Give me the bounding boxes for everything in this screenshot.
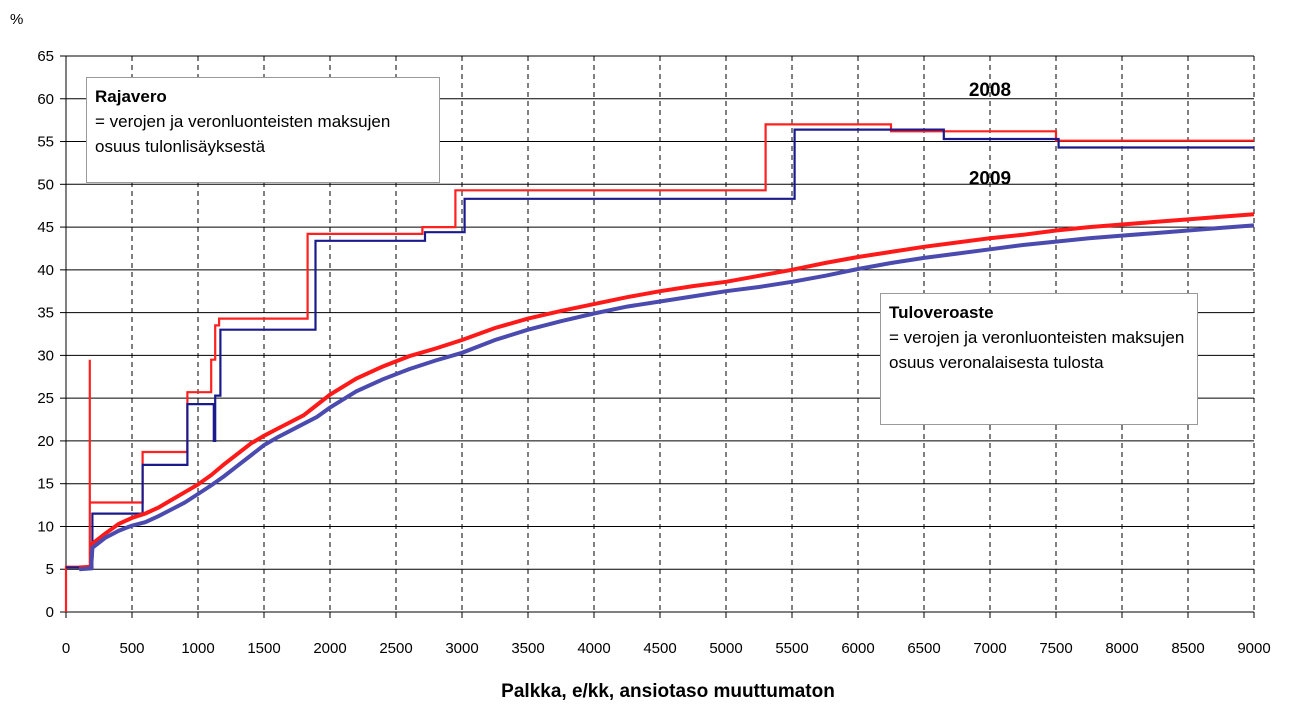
series-line-tuloveroaste-2008 [79, 212, 1255, 570]
x-tick-label: 2000 [313, 640, 346, 657]
x-tick-label: 1500 [247, 640, 280, 657]
y-tick-label: 60 [37, 91, 54, 108]
x-tick-label: 6500 [907, 640, 940, 657]
x-tick-label: 500 [119, 640, 144, 657]
x-tick-label: 3000 [445, 640, 478, 657]
x-tick-label: 7500 [1039, 640, 1072, 657]
rajavero-note: Rajavero = verojen ja veronluonteisten m… [86, 77, 440, 183]
y-tick-label: 35 [37, 305, 54, 322]
y-tick-label: 30 [37, 347, 54, 364]
y-tick-label: 40 [37, 262, 54, 279]
series-line-rajavero-2009 [66, 128, 1254, 569]
x-tick-label: 4500 [643, 640, 676, 657]
x-tick-label: 6000 [841, 640, 874, 657]
year-annotation-2009: 2009 [969, 168, 1011, 189]
y-tick-label: 20 [37, 433, 54, 450]
tuloveroaste-note-body: = verojen ja veronluonteisten maksujen o… [889, 328, 1185, 372]
y-tick-label: 65 [37, 48, 54, 65]
series-line-tuloveroaste-2009 [79, 223, 1255, 572]
series-layer [64, 123, 1255, 612]
tuloveroaste-note: Tuloveroaste = verojen ja veronluonteist… [880, 293, 1198, 425]
x-tick-label: 8000 [1105, 640, 1138, 657]
x-tick-label: 3500 [511, 640, 544, 657]
y-tick-label: 50 [37, 176, 54, 193]
y-tick-label: 10 [37, 518, 54, 535]
x-tick-label: 0 [62, 640, 70, 657]
y-axis-unit-label: % [10, 11, 23, 28]
x-tick-label: 2500 [379, 640, 412, 657]
annotation-layer: 2008 2009 [969, 80, 1011, 189]
rajavero-note-title: Rajavero [95, 87, 167, 106]
x-tick-label: 9000 [1237, 640, 1270, 657]
tuloveroaste-note-title: Tuloveroaste [889, 303, 994, 322]
y-tick-label: 55 [37, 134, 54, 151]
y-tick-label: 45 [37, 219, 54, 236]
y-tick-label: 5 [46, 561, 54, 578]
x-tick-label: 5000 [709, 640, 742, 657]
rajavero-note-body: = verojen ja veronluonteisten maksujen o… [95, 112, 391, 156]
x-axis-title: Palkka, e/kk, ansiotaso muuttumaton [501, 681, 835, 702]
y-tick-label: 15 [37, 476, 54, 493]
x-tick-label: 5500 [775, 640, 808, 657]
x-tick-label: 8500 [1171, 640, 1204, 657]
x-tick-label: 1000 [181, 640, 214, 657]
axis-layer [60, 55, 1255, 618]
series-line-rajavero-2008 [64, 123, 1254, 612]
x-tick-label: 4000 [577, 640, 610, 657]
y-tick-label: 0 [46, 604, 54, 621]
y-tick-label: 25 [37, 390, 54, 407]
year-annotation-2008: 2008 [969, 80, 1011, 101]
x-tick-label: 7000 [973, 640, 1006, 657]
tick-label-layer: 0 5 10 15 20 25 30 35 40 45 50 55 60 65 0 500 1000 1500 20… [37, 48, 1270, 657]
